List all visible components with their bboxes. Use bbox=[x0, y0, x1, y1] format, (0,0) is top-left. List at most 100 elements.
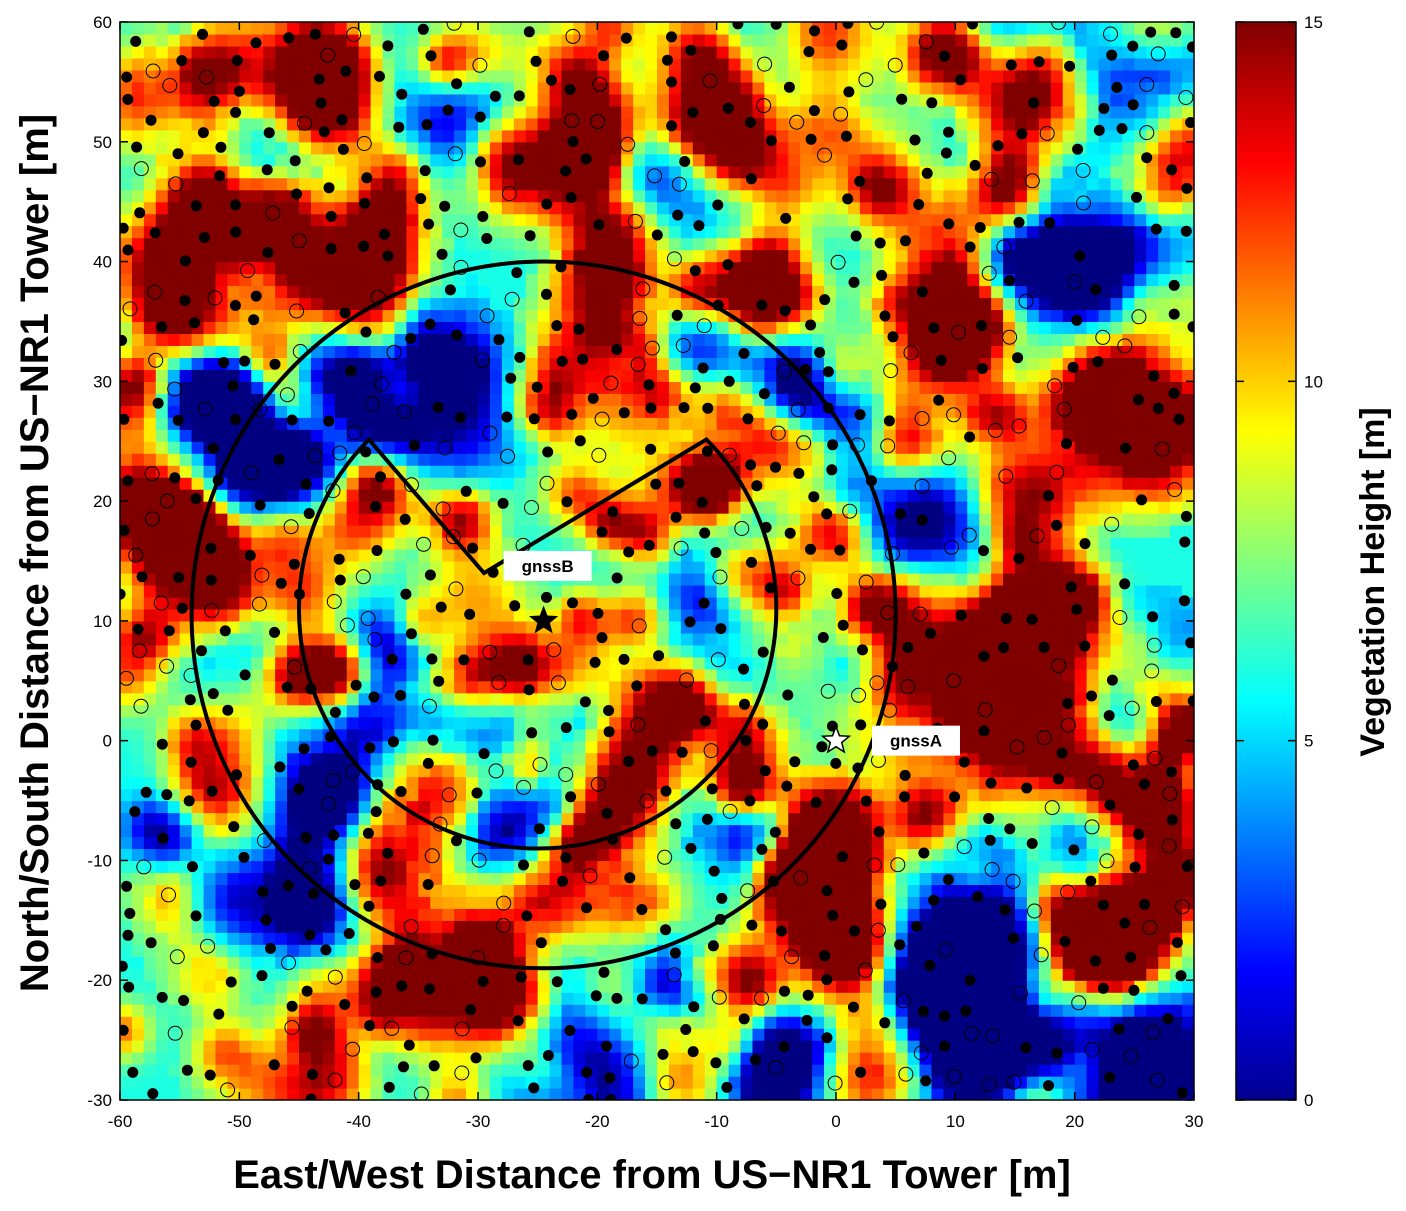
heatmap-cell bbox=[215, 261, 228, 275]
heatmap-cell bbox=[203, 908, 217, 921]
heatmap-cell bbox=[430, 704, 443, 718]
heatmap-cell bbox=[251, 632, 264, 646]
heatmap-cell bbox=[728, 872, 742, 885]
heatmap-cell bbox=[430, 477, 443, 490]
heatmap-cell bbox=[310, 620, 324, 634]
heatmap-cell bbox=[239, 620, 252, 634]
heatmap-cell bbox=[525, 932, 539, 945]
heatmap-cell bbox=[358, 93, 372, 107]
heatmap-cell bbox=[167, 369, 181, 382]
heatmap-cell bbox=[561, 668, 575, 682]
heatmap-cell bbox=[621, 225, 634, 239]
heatmap-cell bbox=[668, 381, 682, 394]
heatmap-cell bbox=[752, 549, 765, 562]
heatmap-cell bbox=[143, 884, 157, 897]
heatmap-cell bbox=[657, 105, 670, 119]
heatmap-cell bbox=[131, 417, 145, 430]
heatmap-cell bbox=[131, 764, 145, 778]
heatmap-cell bbox=[716, 69, 730, 83]
heatmap-cell bbox=[752, 908, 765, 921]
heatmap-cell bbox=[716, 405, 730, 418]
heatmap-cell bbox=[716, 57, 730, 71]
heatmap-cell bbox=[310, 1016, 324, 1029]
heatmap-cell bbox=[525, 69, 539, 83]
heatmap-cell bbox=[561, 620, 575, 634]
heatmap-cell bbox=[143, 608, 157, 622]
heatmap-cell bbox=[478, 81, 491, 95]
heatmap-cell bbox=[585, 333, 598, 346]
heatmap-cell bbox=[334, 1088, 348, 1100]
heatmap-cell bbox=[227, 477, 240, 490]
heatmap-cell bbox=[454, 1088, 467, 1100]
heatmap-cell bbox=[573, 273, 586, 287]
heatmap-cell bbox=[645, 908, 658, 921]
heatmap-cell bbox=[203, 117, 217, 131]
heatmap-cell bbox=[275, 932, 288, 945]
heatmap-cell bbox=[704, 57, 718, 71]
heatmap-cell bbox=[143, 704, 157, 718]
heatmap-cell bbox=[513, 405, 527, 418]
heatmap-cell bbox=[489, 692, 503, 706]
heatmap-cell bbox=[692, 788, 706, 802]
heatmap-cell bbox=[143, 812, 157, 826]
heatmap-cell bbox=[430, 189, 443, 203]
heatmap-cell bbox=[621, 1028, 634, 1041]
heatmap-cell bbox=[573, 285, 586, 299]
heatmap-cell bbox=[287, 381, 300, 394]
heatmap-cell bbox=[215, 872, 228, 885]
heatmap-cell bbox=[203, 812, 217, 826]
heatmap-cell bbox=[191, 453, 205, 466]
heatmap-cell bbox=[430, 584, 443, 598]
heatmap-cell bbox=[573, 1088, 586, 1100]
heatmap-cell bbox=[478, 369, 491, 382]
heatmap-cell bbox=[478, 285, 491, 299]
heatmap-cell bbox=[442, 908, 455, 921]
heatmap-cell bbox=[382, 393, 396, 406]
heatmap-cell bbox=[143, 728, 157, 742]
heatmap-cell bbox=[597, 572, 610, 586]
heatmap-cell bbox=[752, 980, 765, 993]
heatmap-cell bbox=[585, 189, 598, 203]
heatmap-cell bbox=[131, 129, 145, 143]
heatmap-cell bbox=[728, 129, 742, 143]
heatmap-cell bbox=[633, 752, 646, 766]
heatmap-cell bbox=[251, 728, 264, 742]
heatmap-cell bbox=[692, 944, 706, 957]
heatmap-cell bbox=[561, 477, 575, 490]
heatmap-cell bbox=[657, 860, 670, 874]
heatmap-cell bbox=[239, 584, 252, 598]
heatmap-cell bbox=[155, 141, 169, 155]
heatmap-cell bbox=[310, 1052, 324, 1065]
heatmap-cell bbox=[143, 285, 157, 299]
heatmap-cell bbox=[489, 1004, 503, 1017]
heatmap-cell bbox=[334, 513, 348, 526]
heatmap-cell bbox=[179, 632, 193, 646]
heatmap-cell bbox=[370, 22, 384, 35]
heatmap-cell bbox=[418, 393, 431, 406]
heatmap-cell bbox=[633, 201, 646, 215]
heatmap-cell bbox=[299, 764, 312, 778]
heatmap-cell bbox=[442, 225, 455, 239]
heatmap-cell bbox=[513, 333, 527, 346]
heatmap-cell bbox=[764, 908, 777, 921]
heatmap-cell bbox=[454, 776, 467, 790]
heatmap-cell bbox=[704, 249, 718, 263]
heatmap-cell bbox=[728, 860, 742, 874]
heatmap-cell bbox=[645, 237, 658, 251]
heatmap-cell bbox=[478, 860, 491, 874]
heatmap-cell bbox=[334, 968, 348, 981]
heatmap-cell bbox=[191, 1004, 205, 1017]
heatmap-cell bbox=[299, 896, 312, 909]
heatmap-cell bbox=[406, 836, 419, 850]
heatmap-cell bbox=[406, 501, 419, 514]
heatmap-cell bbox=[143, 956, 157, 969]
heatmap-cell bbox=[251, 513, 264, 526]
heatmap-cell bbox=[489, 860, 503, 874]
heatmap-cell bbox=[299, 956, 312, 969]
heatmap-cell bbox=[430, 441, 443, 454]
heatmap-cell bbox=[609, 1004, 622, 1017]
heatmap-cell bbox=[370, 165, 384, 179]
heatmap-cell bbox=[585, 417, 598, 430]
heatmap-cell bbox=[621, 1004, 634, 1017]
heatmap-cell bbox=[728, 764, 742, 778]
